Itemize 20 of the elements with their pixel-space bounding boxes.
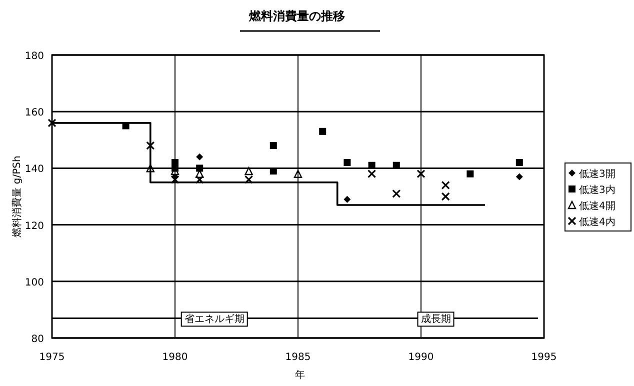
y-tick-label: 100 bbox=[24, 277, 44, 288]
legend-label: 低速4開 bbox=[579, 200, 616, 212]
legend-label: 低速4内 bbox=[579, 216, 616, 228]
x-axis-title: 年 bbox=[295, 369, 305, 381]
y-tick-label: 140 bbox=[24, 164, 44, 176]
y-tick-label: 120 bbox=[24, 220, 44, 232]
legend-label: 低速3開 bbox=[579, 168, 616, 180]
y-tick-label: 80 bbox=[31, 334, 44, 345]
y-axis-title: 燃料消費量 g/PSh bbox=[11, 156, 23, 238]
chart-title: 燃料消費量の推移 bbox=[248, 9, 345, 23]
x-tick-label: 1990 bbox=[408, 352, 434, 363]
x-tick-label: 1975 bbox=[39, 352, 65, 363]
legend-label: 低速3内 bbox=[579, 184, 616, 196]
annotation: 省エネルギ期 bbox=[184, 313, 244, 326]
y-tick-label: 180 bbox=[24, 51, 44, 62]
x-tick-label: 1980 bbox=[162, 352, 188, 363]
x-tick-label: 1995 bbox=[531, 352, 557, 363]
annotation: 成長期 bbox=[420, 313, 451, 326]
x-tick-label: 1985 bbox=[285, 352, 311, 363]
y-tick-label: 160 bbox=[24, 108, 44, 119]
